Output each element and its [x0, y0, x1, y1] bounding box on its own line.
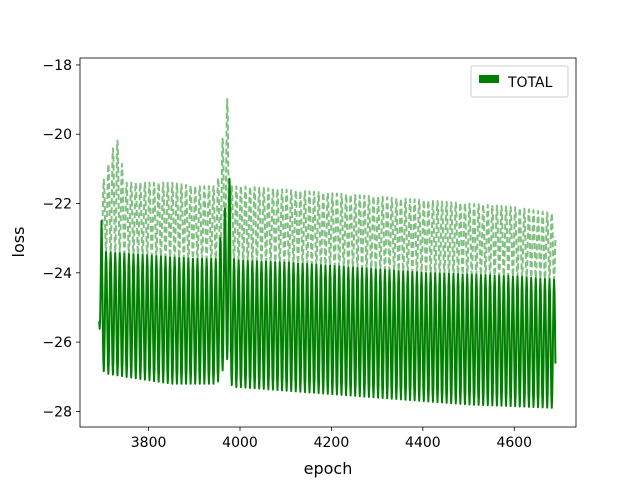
x-tick-label: 4000 [222, 435, 258, 451]
y-tick-label: −28 [42, 404, 72, 420]
x-tick-label: 4200 [314, 435, 350, 451]
legend-box [470, 65, 569, 98]
y-tick-label: −24 [42, 266, 72, 282]
series-line-total [98, 177, 557, 409]
x-tick-label: 3800 [131, 435, 167, 451]
x-tick-label: 4600 [496, 435, 532, 451]
y-axis-ticks: −28 −26 −24 −22 −20 −18 [42, 58, 80, 420]
x-axis-label: epoch [304, 459, 353, 478]
legend-swatch-total [479, 75, 499, 83]
y-tick-label: −26 [42, 335, 72, 351]
legend: TOTAL [470, 65, 569, 98]
plot-area [98, 98, 557, 409]
x-tick-label: 4400 [405, 435, 441, 451]
legend-label-total: TOTAL [507, 75, 553, 91]
y-tick-label: −18 [42, 58, 72, 74]
series-layer [98, 98, 557, 409]
plot-frame [79, 57, 577, 428]
y-tick-label: −22 [42, 197, 72, 213]
x-axis-ticks: 3800 4000 4200 4400 4600 [131, 427, 532, 451]
y-tick-label: −20 [42, 127, 72, 143]
series-line-dashed [100, 98, 557, 281]
y-axis-label: loss [9, 227, 28, 258]
